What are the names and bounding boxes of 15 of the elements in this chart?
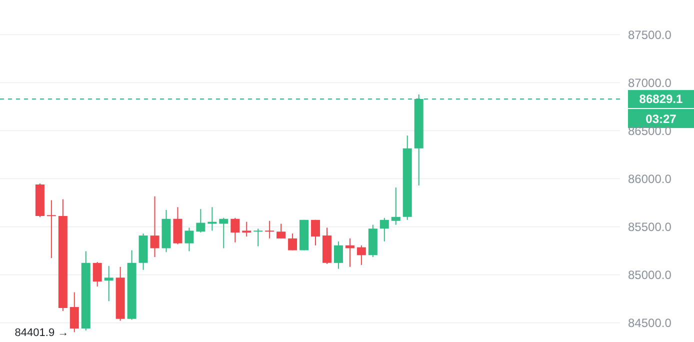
candlestick [254, 228, 263, 246]
y-tick-label: 86500.0 [628, 124, 672, 138]
candlestick [265, 220, 274, 238]
ref-line-label: 86829.1 [639, 92, 684, 106]
y-tick-label: 87000.0 [628, 76, 672, 90]
candlestick [391, 188, 400, 225]
y-tick-label: 85000.0 [628, 268, 672, 282]
y-tick-label: 86000.0 [628, 172, 672, 186]
y-tick-label: 85500.0 [628, 220, 672, 234]
y-tick-label: 87500.0 [628, 28, 672, 42]
y-tick-label: 84500.0 [628, 316, 672, 330]
annotation: 84401.9 → [14, 327, 69, 340]
candlestick [104, 266, 114, 302]
candlestick [46, 200, 56, 258]
text: 03:27 [646, 112, 677, 126]
